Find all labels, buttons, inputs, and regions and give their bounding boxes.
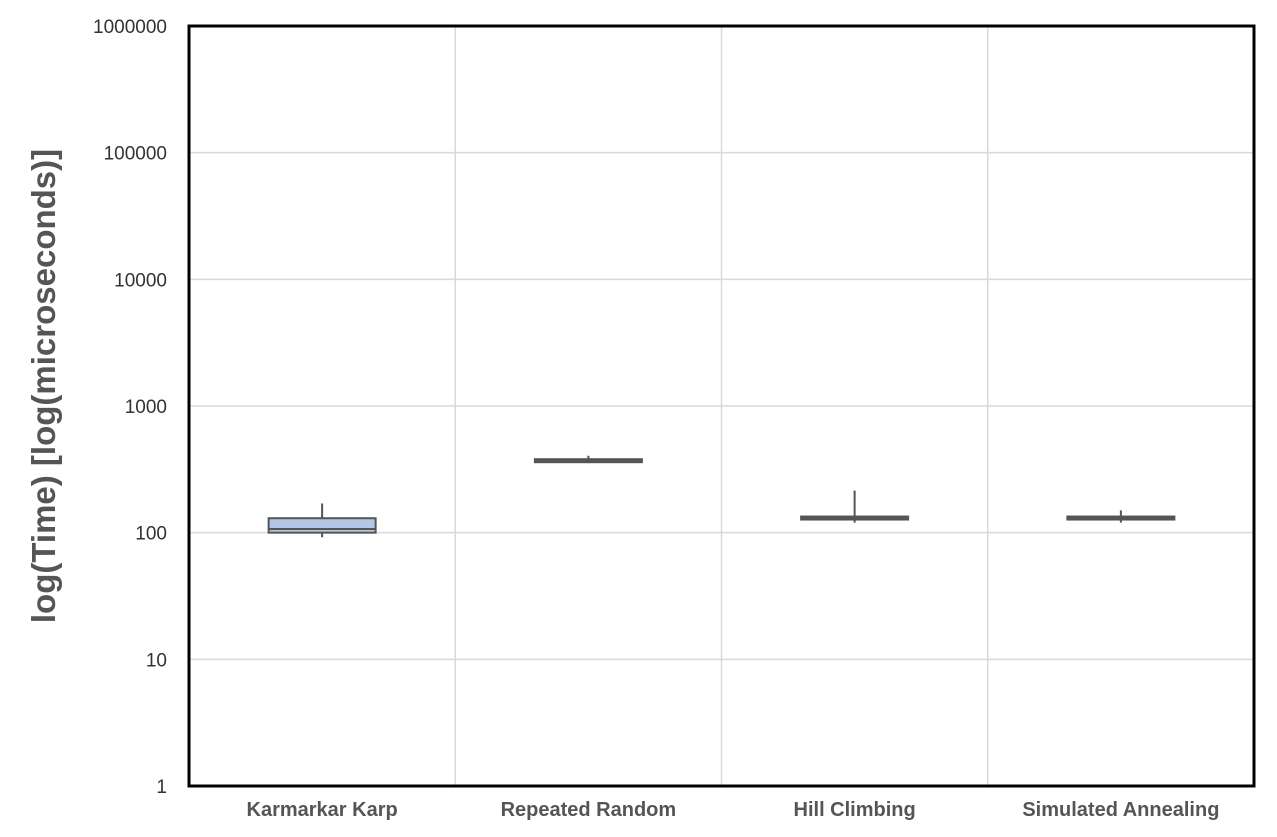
grid-lines bbox=[189, 25, 1254, 787]
box-simulated-annealing bbox=[1066, 510, 1176, 523]
y-axis-label: log(Time) [log(microseconds)] bbox=[25, 149, 62, 623]
box-hill-climbing bbox=[800, 490, 910, 523]
plot-frame bbox=[187, 24, 1256, 788]
box-karmarkar-karp bbox=[267, 503, 377, 538]
y-axis-ticks: 1 10 100 1000 10000 100000 1000000 bbox=[93, 17, 167, 798]
box-iqr bbox=[267, 517, 377, 534]
y-tick-label: 1000 bbox=[125, 397, 167, 418]
y-tick-label: 100 bbox=[135, 524, 167, 545]
x-tick-label: Hill Climbing bbox=[794, 799, 916, 821]
y-tick-label: 1 bbox=[156, 777, 167, 798]
y-tick-label: 100000 bbox=[104, 144, 167, 165]
box-repeated-random bbox=[533, 455, 643, 464]
y-tick-label: 10000 bbox=[114, 270, 167, 291]
y-tick-label: 1000000 bbox=[93, 17, 167, 38]
x-axis-ticks: Karmarkar Karp Repeated Random Hill Climbi… bbox=[247, 799, 1220, 821]
x-tick-label: Karmarkar Karp bbox=[247, 799, 398, 821]
box-plots bbox=[267, 455, 1176, 538]
y-tick-label: 10 bbox=[146, 650, 167, 671]
x-tick-label: Simulated Annealing bbox=[1022, 799, 1219, 821]
x-tick-label: Repeated Random bbox=[501, 799, 677, 821]
